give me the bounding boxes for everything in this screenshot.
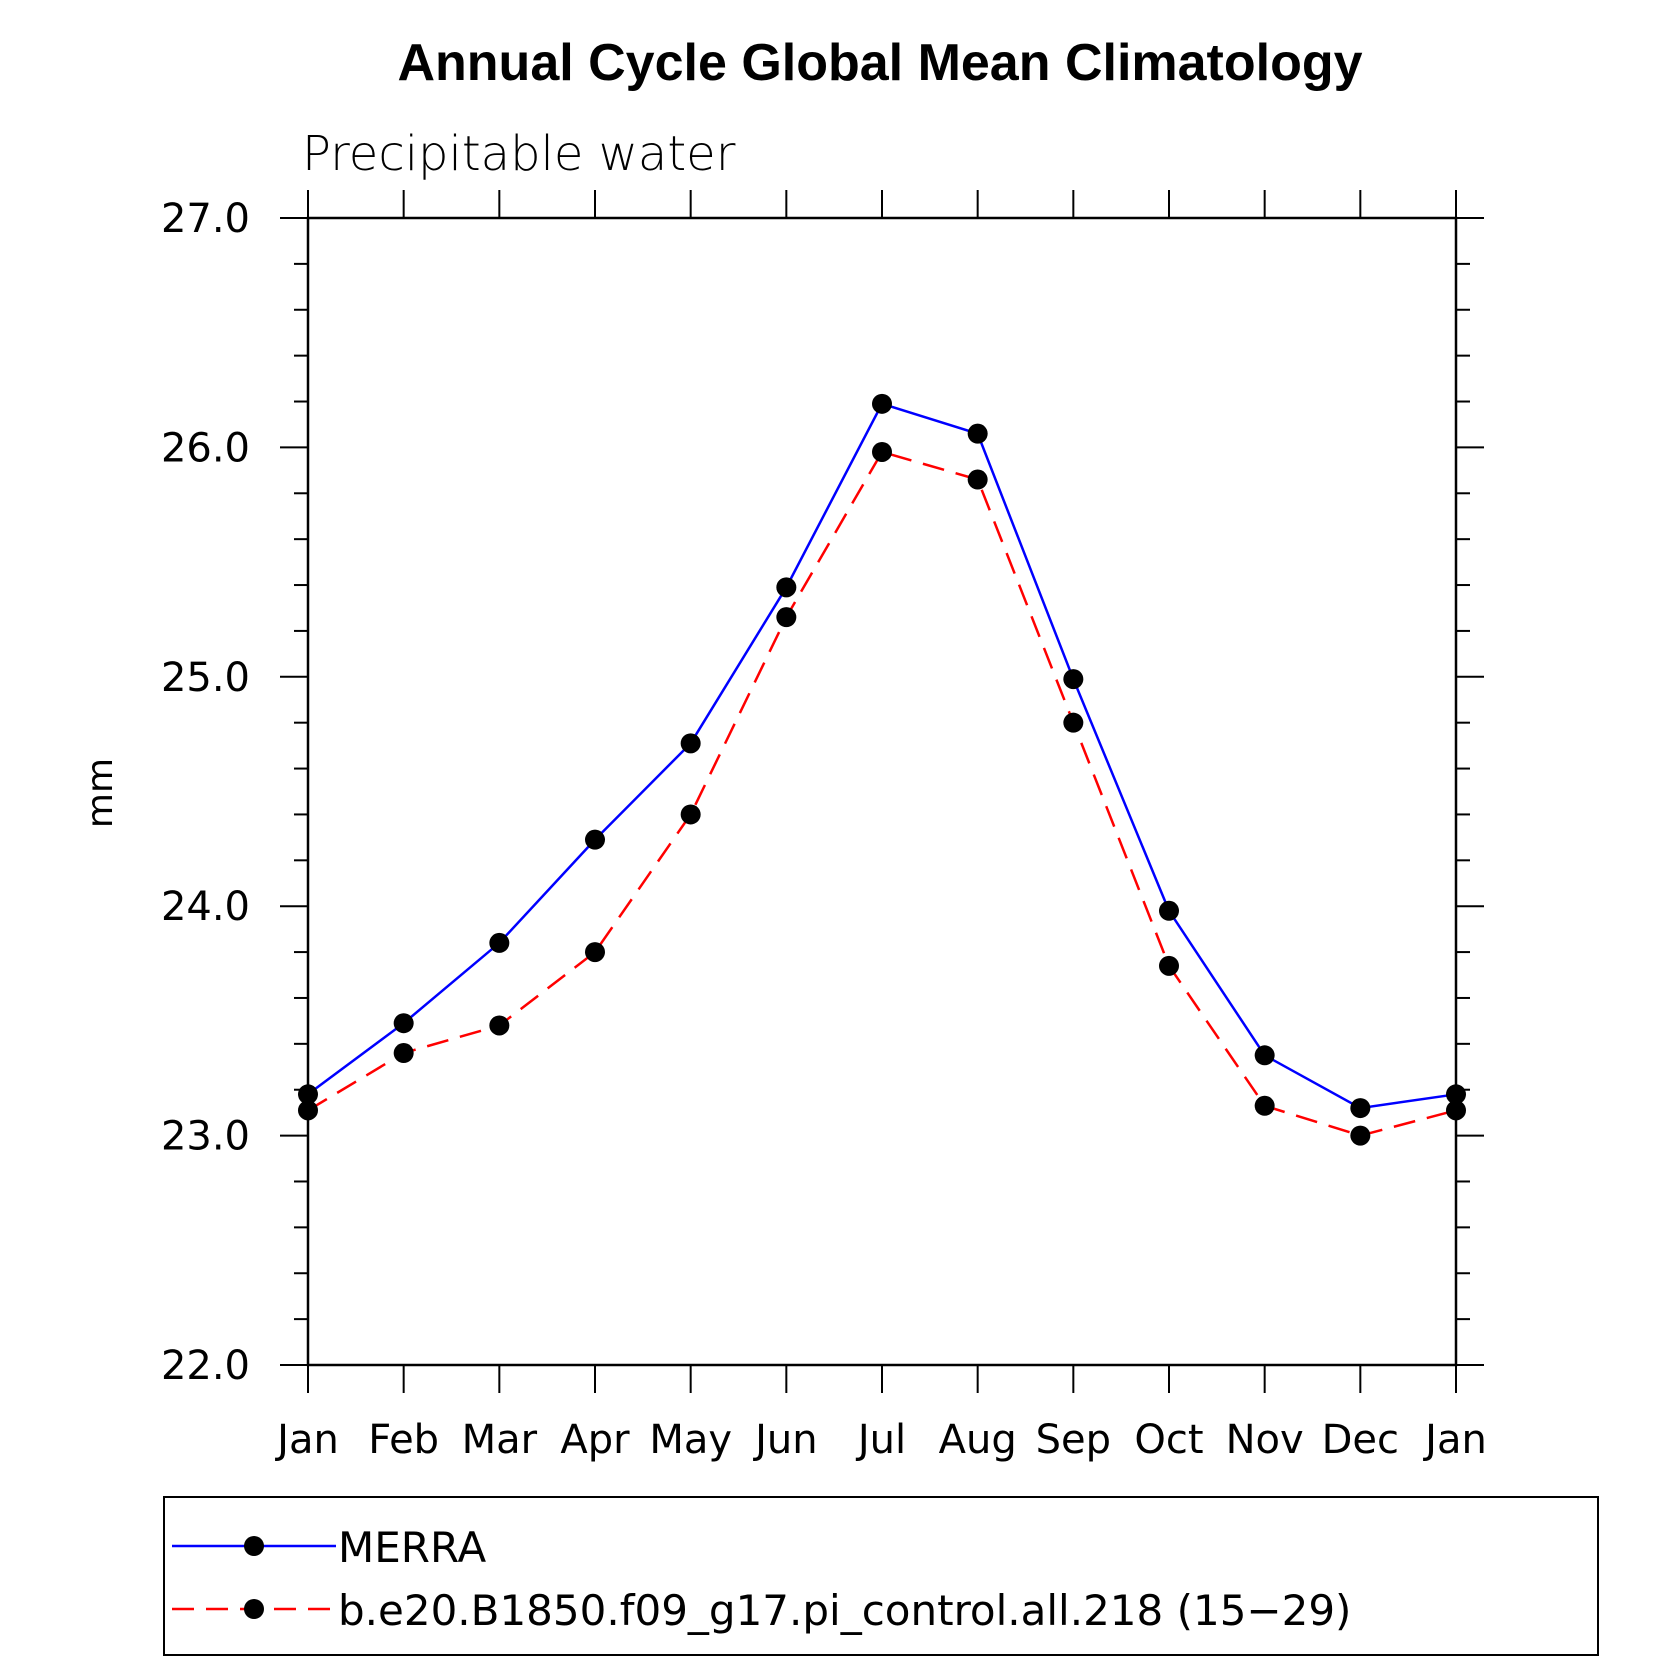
data-point-series-1: [489, 932, 510, 953]
data-point-series-2: [680, 804, 701, 825]
data-point-series-1: [872, 393, 892, 414]
data-point-series-2: [489, 1015, 510, 1036]
legend: MERRA b.e20.B1850.f09_g17.pi_control.all.…: [163, 1496, 1599, 1656]
data-point-series-2: [393, 1043, 414, 1064]
y-tick-label: 24.0: [161, 884, 250, 930]
legend-box: [163, 1496, 1599, 1656]
data-point-series-2: [1446, 1100, 1466, 1121]
data-point-series-2: [298, 1100, 318, 1121]
legend-marker-2: [244, 1599, 264, 1619]
y-tick-label: 22.0: [161, 1343, 250, 1389]
data-point-series-2: [776, 607, 797, 628]
series-line-2: [307, 450, 1457, 1137]
data-point-series-1: [776, 577, 797, 598]
data-point-series-1: [967, 423, 988, 444]
data-point-series-1: [585, 829, 605, 850]
x-tick-label: May: [649, 1417, 732, 1463]
x-tick-label: Mar: [462, 1417, 538, 1463]
data-point-series-2: [585, 942, 605, 963]
y-tick-label: 25.0: [161, 655, 250, 701]
data-point-series-2: [872, 441, 892, 462]
legend-label-2: b.e20.B1850.f09_g17.pi_control.all.218 (…: [338, 1586, 1351, 1635]
data-point-series-1: [298, 1084, 318, 1105]
data-point-series-1: [680, 733, 701, 754]
x-tick-label: Jan: [274, 1417, 339, 1463]
data-point-series-1: [1159, 900, 1179, 921]
x-tick-label: Jan: [1422, 1417, 1487, 1463]
series-line-1: [307, 402, 1457, 1110]
plot-area: 22.0 23.0 24.0 25.0 26.0 27.0 Jan Feb Mar Apr May J…: [161, 190, 1487, 1463]
y-tick-label: 27.0: [161, 196, 250, 242]
data-point-series-2: [1159, 955, 1179, 976]
x-tick-label: Dec: [1322, 1417, 1399, 1463]
data-point-series-1: [1350, 1098, 1371, 1119]
data-point-series-1: [1254, 1045, 1275, 1066]
data-point-series-2: [1063, 712, 1084, 733]
x-tick-label: Nov: [1226, 1417, 1304, 1463]
data-point-series-1: [393, 1013, 414, 1034]
x-tick-label: Feb: [368, 1417, 439, 1463]
data-point-series-2: [1254, 1095, 1275, 1116]
x-tick-label: Jun: [752, 1417, 818, 1463]
data-point-series-1: [1446, 1084, 1466, 1105]
legend-marker-1: [244, 1536, 264, 1556]
x-tick-label: Oct: [1134, 1417, 1203, 1463]
plot-frame: [306, 216, 1458, 1367]
x-tick-label: Jul: [855, 1417, 906, 1463]
data-point-series-1: [1063, 669, 1084, 690]
data-point-series-2: [967, 469, 988, 490]
chart-subtitle: Precipitable water: [302, 126, 736, 182]
y-axis-label: mm: [80, 758, 121, 828]
x-tick-label: Aug: [939, 1417, 1017, 1463]
y-tick-label: 26.0: [161, 425, 250, 471]
legend-label-1: MERRA: [338, 1523, 486, 1572]
x-tick-label: Apr: [560, 1417, 630, 1463]
x-tick-label: Sep: [1036, 1417, 1111, 1463]
data-point-series-2: [1350, 1125, 1371, 1146]
chart-title: Annual Cycle Global Mean Climatology: [397, 34, 1362, 92]
y-tick-label: 23.0: [161, 1114, 250, 1160]
